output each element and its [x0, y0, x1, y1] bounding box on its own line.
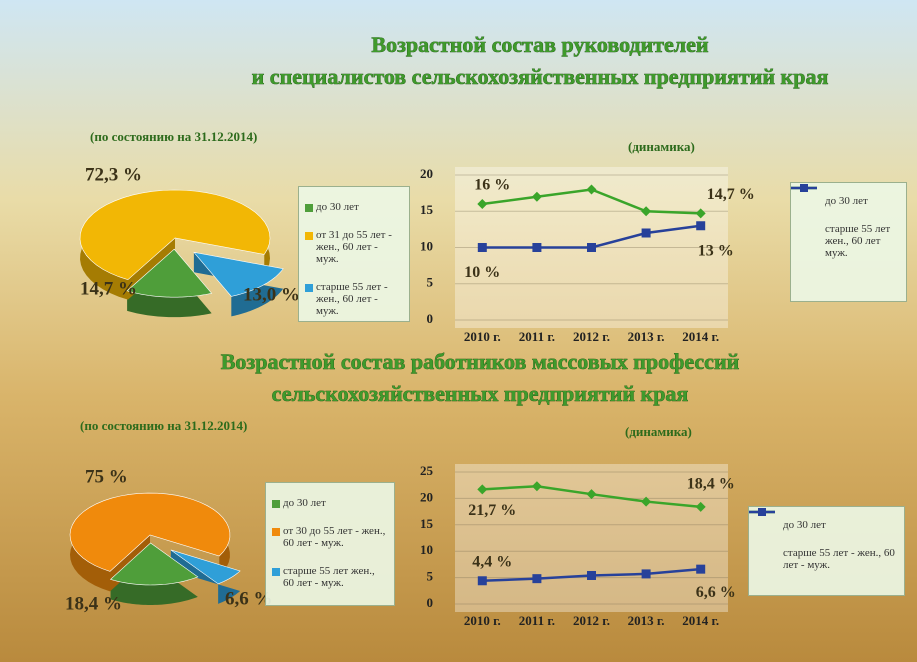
legend-label: от 30 до 55 лет - жен., 60 лет - муж. — [283, 525, 388, 549]
legend-label: от 31 до 55 лет - жен., 60 лет - муж. — [316, 229, 403, 265]
legend-label: до 30 лет — [316, 201, 359, 213]
marker — [696, 221, 705, 230]
legend-swatch — [755, 519, 781, 529]
y-tick-label: 15 — [420, 516, 434, 531]
legend-marker — [800, 184, 808, 192]
y-tick-label: 20 — [420, 489, 433, 504]
pie-label: 14,7 % — [80, 278, 137, 299]
marker — [587, 571, 596, 580]
marker — [642, 229, 651, 238]
y-tick-label: 0 — [427, 595, 434, 610]
x-tick-label: 2012 г. — [573, 613, 610, 628]
data-label: 13 % — [698, 242, 734, 259]
legend-marker — [758, 508, 766, 516]
section-title: Возрастной состав работников массовых пр… — [221, 349, 740, 374]
legend-swatch — [305, 232, 313, 240]
legend-item: старше 55 лет - жен., 60 лет - муж. — [305, 281, 403, 317]
legend-symbol — [749, 507, 775, 517]
legend-item: старше 55 лет жен., 60 лет муж. — [797, 223, 900, 259]
pie — [70, 493, 240, 605]
y-tick-label: 0 — [427, 311, 434, 326]
x-tick-label: 2010 г. — [464, 613, 501, 628]
y-tick-label: 20 — [420, 166, 433, 181]
legend-item: старше 55 лет - жен., 60 лет - муж. — [755, 547, 898, 571]
marker — [696, 565, 705, 574]
legend-label: до 30 лет — [825, 195, 868, 207]
legend-label: старше 55 лет жен., 60 лет - муж. — [283, 565, 388, 589]
data-label: 18,4 % — [687, 476, 735, 493]
x-tick-label: 2011 г. — [519, 613, 555, 628]
chart-subtitle: (по состоянию на 31.12.2014) — [80, 418, 247, 433]
chart-subtitle: (динамика) — [628, 139, 695, 154]
pie-label: 13,0 % — [243, 284, 300, 305]
legend: до 30 лет от 31 до 55 лет - жен., 60 лет … — [298, 186, 410, 322]
data-label: 4,4 % — [472, 553, 512, 570]
y-tick-label: 25 — [420, 463, 434, 478]
x-tick-label: 2013 г. — [628, 613, 665, 628]
legend-item: до 30 лет — [305, 201, 403, 213]
data-label: 16 % — [474, 177, 510, 194]
y-tick-label: 10 — [420, 542, 433, 557]
slide: Возрастной состав руководителей и специал… — [0, 0, 917, 662]
data-label: 14,7 % — [707, 186, 755, 203]
legend-item: от 30 до 55 лет - жен., 60 лет - муж. — [272, 525, 388, 549]
section-title: Возрастной состав руководителей — [371, 32, 709, 57]
data-label: 6,6 % — [696, 584, 736, 601]
legend-label: до 30 лет — [783, 519, 826, 531]
legend-swatch — [305, 204, 313, 212]
y-tick-label: 10 — [420, 238, 433, 253]
legend-swatch — [272, 528, 280, 536]
x-tick-label: 2010 г. — [464, 329, 501, 344]
x-tick-label: 2013 г. — [628, 329, 665, 344]
legend-swatch — [305, 284, 313, 292]
legend-label: до 30 лет — [283, 497, 326, 509]
legend-label: старше 55 лет - жен., 60 лет - муж. — [783, 547, 898, 571]
legend-item: до 30 лет — [797, 195, 900, 207]
chart-subtitle: (по состоянию на 31.12.2014) — [90, 129, 257, 144]
legend-swatch — [272, 500, 280, 508]
legend: до 30 лет старше 55 лет - жен., 60 лет - … — [748, 506, 905, 596]
legend-item: старше 55 лет жен., 60 лет - муж. — [272, 565, 388, 589]
legend-swatch — [797, 195, 823, 205]
legend-swatch — [755, 547, 781, 557]
data-label: 21,7 % — [468, 502, 516, 519]
pie-label: 18,4 % — [65, 593, 122, 614]
marker — [587, 243, 596, 252]
marker — [532, 243, 541, 252]
section-title: сельскохозяйственных предприятий края — [272, 381, 689, 406]
legend-symbol — [791, 183, 817, 193]
x-tick-label: 2014 г. — [682, 613, 719, 628]
marker — [478, 576, 487, 585]
marker — [642, 569, 651, 578]
legend-swatch — [272, 568, 280, 576]
chart-subtitle: (динамика) — [625, 424, 692, 439]
x-tick-label: 2012 г. — [573, 329, 610, 344]
marker — [532, 574, 541, 583]
legend-label: старше 55 лет - жен., 60 лет - муж. — [316, 281, 403, 317]
legend-label: старше 55 лет жен., 60 лет муж. — [825, 223, 900, 259]
x-tick-label: 2011 г. — [519, 329, 555, 344]
section-title: и специалистов сельскохозяйственных пред… — [252, 64, 829, 89]
data-label: 10 % — [464, 264, 500, 281]
y-tick-label: 5 — [427, 569, 434, 584]
x-tick-label: 2014 г. — [682, 329, 719, 344]
y-tick-label: 15 — [420, 202, 434, 217]
legend-item: до 30 лет — [272, 497, 388, 509]
legend: до 30 лет старше 55 лет жен., 60 лет муж. — [790, 182, 907, 302]
legend-item: до 30 лет — [755, 519, 898, 531]
marker — [478, 243, 487, 252]
legend-swatch — [797, 223, 823, 233]
legend: до 30 лет от 30 до 55 лет - жен., 60 лет … — [265, 482, 395, 606]
pie-label: 75 % — [85, 466, 128, 487]
legend-item: от 31 до 55 лет - жен., 60 лет - муж. — [305, 229, 403, 265]
y-tick-label: 5 — [427, 275, 434, 290]
pie-label: 72,3 % — [85, 164, 142, 185]
